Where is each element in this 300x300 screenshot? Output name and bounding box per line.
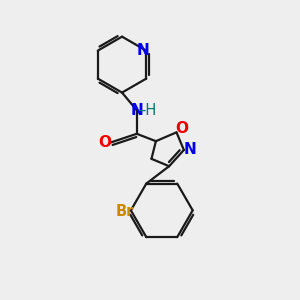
- Text: –H: –H: [139, 103, 157, 118]
- Text: O: O: [98, 135, 111, 150]
- Text: Br: Br: [115, 204, 134, 219]
- Text: N: N: [136, 43, 149, 58]
- Text: N: N: [130, 103, 143, 118]
- Text: N: N: [183, 142, 196, 158]
- Text: O: O: [175, 121, 188, 136]
